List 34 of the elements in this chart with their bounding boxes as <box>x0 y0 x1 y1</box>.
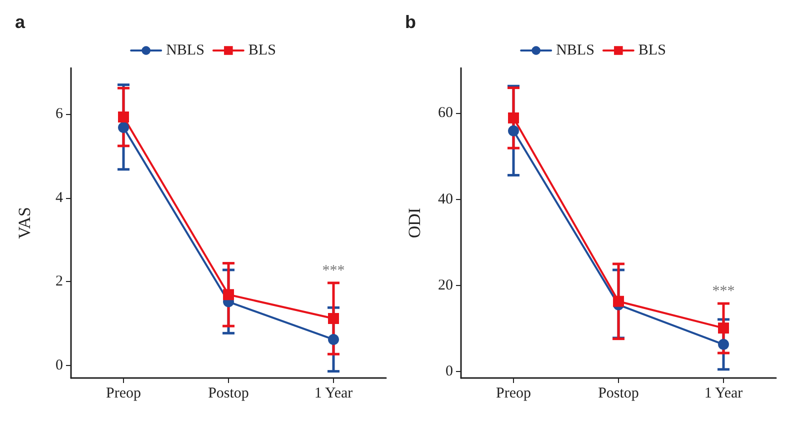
y-tick-label: 40 <box>438 191 453 208</box>
point <box>118 122 129 133</box>
point <box>718 338 729 350</box>
x-tick-label: Preop <box>106 386 141 402</box>
point <box>613 296 624 307</box>
y-axis-title: VAS <box>15 207 34 239</box>
point <box>118 112 129 123</box>
legend-label: BLS <box>248 42 276 58</box>
x-tick-label: Preop <box>496 386 531 402</box>
point <box>718 322 729 334</box>
annotation: *** <box>712 284 735 300</box>
legend-label: NBLS <box>166 42 204 58</box>
y-tick-label: 60 <box>438 105 453 122</box>
point <box>328 334 339 345</box>
x-tick-label: 1 Year <box>704 386 743 402</box>
x-tick-label: 1 Year <box>314 386 353 402</box>
y-tick-label: 4 <box>56 190 64 206</box>
y-tick-label: 2 <box>56 274 63 290</box>
y-axis-title: ODI <box>405 208 424 238</box>
point <box>508 125 519 136</box>
chart-title: a <box>15 12 26 32</box>
point <box>508 112 519 124</box>
chart-title: b <box>405 12 416 32</box>
y-tick-label: 0 <box>56 357 63 374</box>
legend-label: NBLS <box>556 42 594 58</box>
point <box>328 313 339 324</box>
point <box>223 289 234 300</box>
annotation: *** <box>322 262 345 279</box>
y-tick-label: 6 <box>56 106 64 122</box>
legend-label: BLS <box>638 42 666 58</box>
x-tick-label: Postop <box>208 386 249 402</box>
y-tick-label: 0 <box>446 364 453 380</box>
x-tick-label: Postop <box>598 386 639 402</box>
y-tick-label: 20 <box>438 277 453 294</box>
